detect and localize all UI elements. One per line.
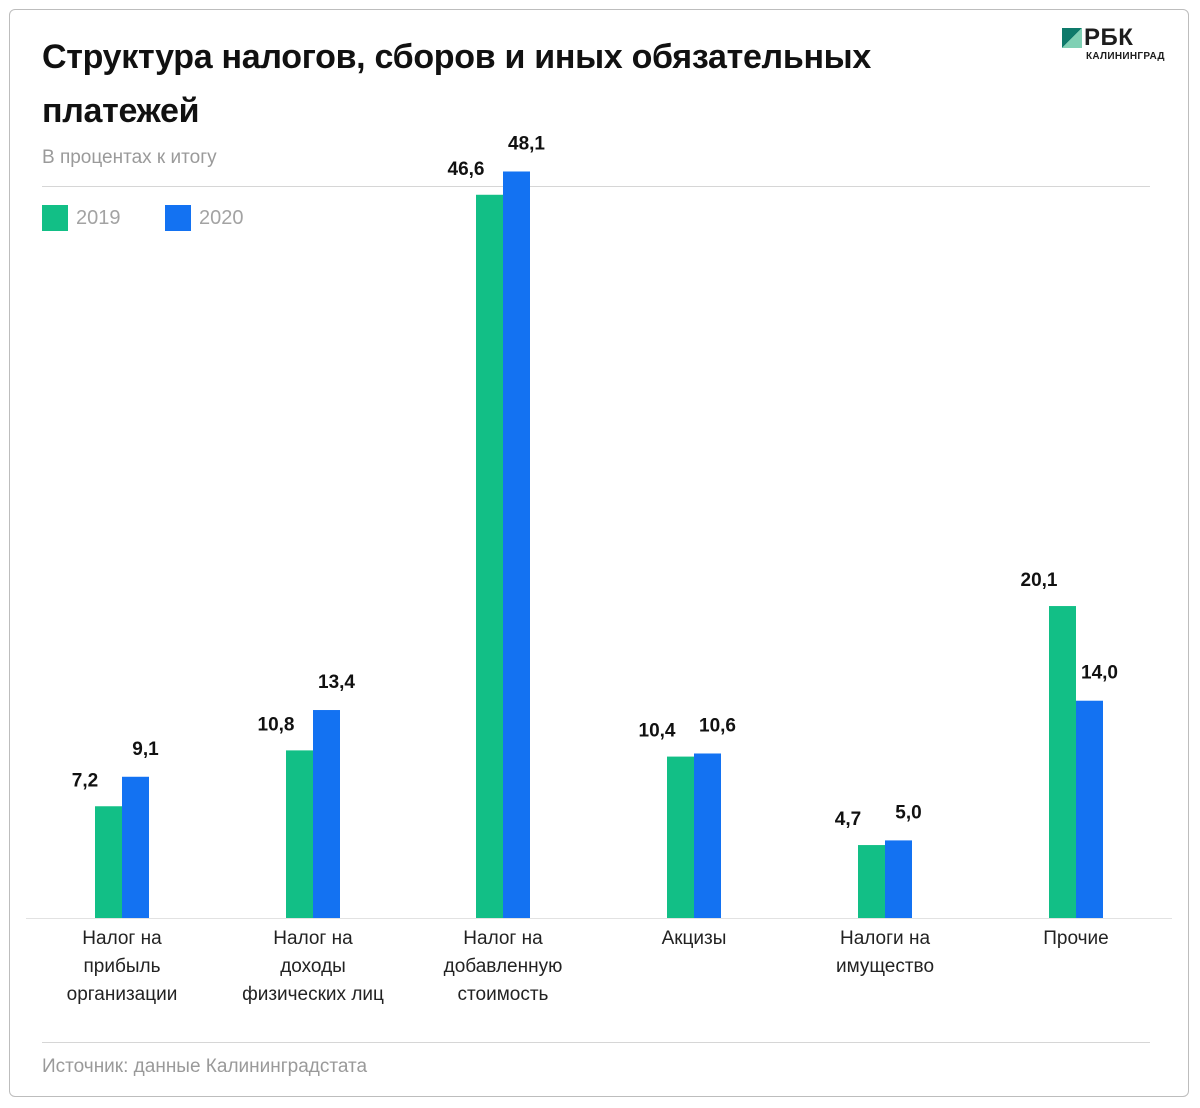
category-label-2: Налог на добавленную стоимость [444,928,563,1005]
legend-label-2020: 2020 [199,207,244,229]
bar-2019-4 [858,845,885,918]
value-label-2020-3: 10,6 [699,715,736,736]
bar-2020-0 [122,776,149,918]
value-label-2019-1: 10,8 [258,714,295,735]
bar-2020-5 [1076,700,1103,918]
value-label-2019-2: 46,6 [448,159,485,180]
value-label-2020-2: 48,1 [508,133,545,154]
value-label-2019-3: 10,4 [639,721,676,742]
category-label-1: Налог на доходы физических лиц [242,928,384,1005]
value-label-2019-4: 4,7 [835,809,861,830]
bar-chart: 7,2 9,1 Налог на прибыль организации 10,8 13,4… [26,133,1172,1005]
bar-2019-1 [286,750,313,918]
logo-region: КАЛИНИНГРАД [1086,51,1165,62]
chart-subtitle: В процентах к итогу [42,147,217,168]
value-label-2020-5: 14,0 [1081,663,1118,684]
bar-2019-2 [476,194,503,918]
legend-swatch-2020 [165,205,191,231]
rbc-logo: РБК КАЛИНИНГРАД [1062,24,1172,66]
chart-card [9,9,1189,1097]
rbc-logo-icon [1062,28,1082,48]
bar-2019-0 [95,806,122,918]
bar-2020-3 [694,753,721,918]
legend-label-2019: 2019 [76,207,121,229]
footer-divider [42,1042,1150,1043]
value-label-2020-0: 9,1 [132,739,159,760]
bar-2020-4 [885,840,912,918]
logo-wordmark: РБК [1084,24,1134,51]
category-label-3: Акцизы [662,928,727,949]
category-label-5: Прочие [1043,928,1108,949]
chart-title: Структура налогов, сборов и иных обязате… [42,38,872,130]
bar-2019-3 [667,756,694,918]
value-label-2020-4: 5,0 [895,802,921,823]
value-label-2020-1: 13,4 [318,672,355,693]
value-label-2019-0: 7,2 [72,770,98,791]
legend-swatch-2019 [42,205,68,231]
source-note: Источник: данные Калининградстата [42,1056,368,1077]
bar-2020-2 [503,171,530,918]
category-label-4: Налоги на имущество [836,928,934,977]
header-divider [42,186,1150,187]
bar-2019-5 [1049,606,1076,918]
category-label-0: Налог на прибыль организации [67,928,178,1005]
bar-2020-1 [313,710,340,918]
value-label-2019-5: 20,1 [1021,570,1058,591]
